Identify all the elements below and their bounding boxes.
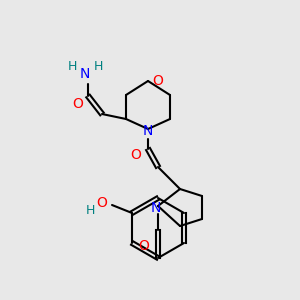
Text: O: O — [139, 239, 149, 253]
Text: H: H — [67, 59, 77, 73]
Text: O: O — [130, 148, 141, 162]
Text: N: N — [151, 201, 161, 215]
Text: H: H — [85, 205, 95, 218]
Text: O: O — [73, 97, 83, 111]
Text: O: O — [97, 196, 107, 210]
Text: N: N — [80, 67, 90, 81]
Text: O: O — [153, 74, 164, 88]
Text: H: H — [93, 59, 103, 73]
Text: N: N — [143, 124, 153, 138]
